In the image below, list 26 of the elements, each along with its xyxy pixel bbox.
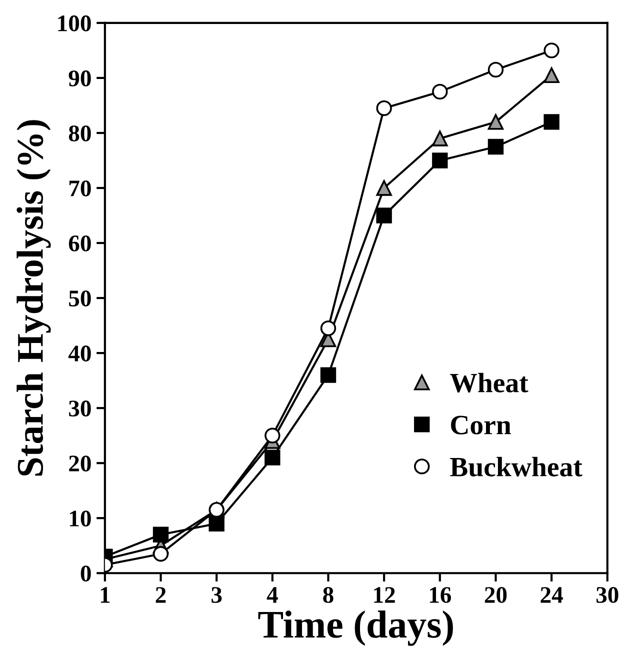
x-tick-label: 8 <box>323 587 334 603</box>
y-tick-label: 10 <box>70 510 91 527</box>
y-tick-label: 50 <box>69 290 91 306</box>
x-tick-label: 12 <box>374 587 395 603</box>
y-axis-title: Starch Hydrolysis (%) <box>16 120 51 476</box>
legend-label: Buckwheat <box>450 456 582 477</box>
y-tick-label: 60 <box>68 235 91 252</box>
y-tick-label: 0 <box>80 566 91 582</box>
y-tick-label: 20 <box>69 456 91 472</box>
x-axis-title: Time (days) <box>258 610 453 646</box>
y-tick-label: 40 <box>68 346 91 362</box>
x-tick-label: 1 <box>100 587 110 603</box>
y-tick-label: 100 <box>58 15 91 32</box>
y-tick-label: 80 <box>68 125 91 142</box>
x-tick-label: 3 <box>212 587 222 603</box>
y-tick-label: 90 <box>68 70 91 86</box>
x-tick-label: 24 <box>540 587 563 603</box>
legend-label: Corn <box>451 416 511 434</box>
x-tick-label: 30 <box>596 587 618 603</box>
x-tick-label: 20 <box>484 587 507 603</box>
x-tick-label: 2 <box>156 587 166 603</box>
x-tick-label: 4 <box>266 587 278 603</box>
x-tick-label: 16 <box>430 587 452 603</box>
y-tick-label: 30 <box>69 400 91 416</box>
legend-label: Wheat <box>450 372 528 393</box>
y-tick-label: 70 <box>69 180 91 196</box>
